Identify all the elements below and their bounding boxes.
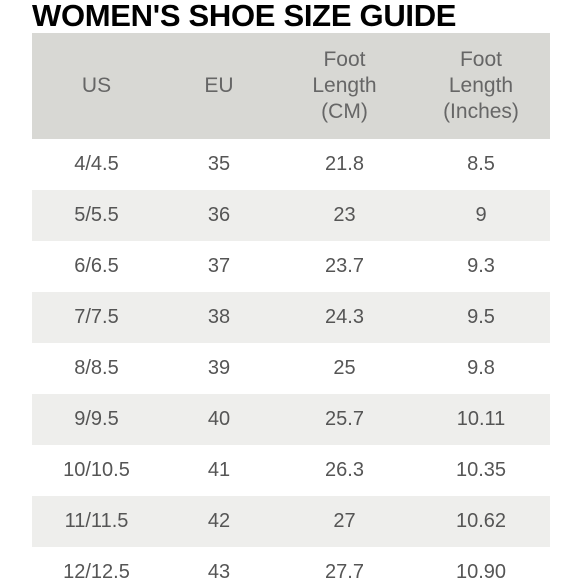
table-row: 6/6.5 37 23.7 9.3	[32, 241, 550, 292]
table-row: 7/7.5 38 24.3 9.5	[32, 292, 550, 343]
cell-eu: 38	[161, 292, 277, 343]
cell-eu: 35	[161, 139, 277, 190]
cell-us: 12/12.5	[32, 547, 161, 580]
cell-inches: 10.90	[412, 547, 550, 580]
table-row: 4/4.5 35 21.8 8.5	[32, 139, 550, 190]
cell-us: 11/11.5	[32, 496, 161, 547]
cell-us: 5/5.5	[32, 190, 161, 241]
header-foot-length-cm: Foot Length (CM)	[277, 33, 412, 139]
cell-inches: 10.11	[412, 394, 550, 445]
cell-inches: 10.62	[412, 496, 550, 547]
cell-us: 10/10.5	[32, 445, 161, 496]
cell-cm: 25.7	[277, 394, 412, 445]
cell-cm: 27.7	[277, 547, 412, 580]
cell-us: 7/7.5	[32, 292, 161, 343]
cell-us: 6/6.5	[32, 241, 161, 292]
cell-eu: 36	[161, 190, 277, 241]
cell-inches: 9.8	[412, 343, 550, 394]
cell-us: 4/4.5	[32, 139, 161, 190]
table-row: 5/5.5 36 23 9	[32, 190, 550, 241]
cell-eu: 37	[161, 241, 277, 292]
table-row: 12/12.5 43 27.7 10.90	[32, 547, 550, 580]
cell-cm: 27	[277, 496, 412, 547]
cell-cm: 24.3	[277, 292, 412, 343]
cell-inches: 9.5	[412, 292, 550, 343]
header-us: US	[32, 33, 161, 139]
cell-eu: 40	[161, 394, 277, 445]
table-header-row: US EU Foot Length (CM) Foot Length (Inch…	[32, 33, 550, 139]
cell-eu: 42	[161, 496, 277, 547]
cell-cm: 25	[277, 343, 412, 394]
size-table: US EU Foot Length (CM) Foot Length (Inch…	[32, 33, 550, 580]
cell-inches: 9	[412, 190, 550, 241]
cell-us: 8/8.5	[32, 343, 161, 394]
cell-cm: 26.3	[277, 445, 412, 496]
table-row: 10/10.5 41 26.3 10.35	[32, 445, 550, 496]
cell-cm: 21.8	[277, 139, 412, 190]
table-row: 8/8.5 39 25 9.8	[32, 343, 550, 394]
cell-eu: 39	[161, 343, 277, 394]
cell-inches: 8.5	[412, 139, 550, 190]
cell-eu: 41	[161, 445, 277, 496]
cell-cm: 23.7	[277, 241, 412, 292]
table-row: 9/9.5 40 25.7 10.11	[32, 394, 550, 445]
header-eu: EU	[161, 33, 277, 139]
page-title: WOMEN'S SHOE SIZE GUIDE	[32, 0, 457, 33]
cell-inches: 9.3	[412, 241, 550, 292]
header-foot-length-inches: Foot Length (Inches)	[412, 33, 550, 139]
cell-us: 9/9.5	[32, 394, 161, 445]
cell-cm: 23	[277, 190, 412, 241]
cell-eu: 43	[161, 547, 277, 580]
table-row: 11/11.5 42 27 10.62	[32, 496, 550, 547]
cell-inches: 10.35	[412, 445, 550, 496]
